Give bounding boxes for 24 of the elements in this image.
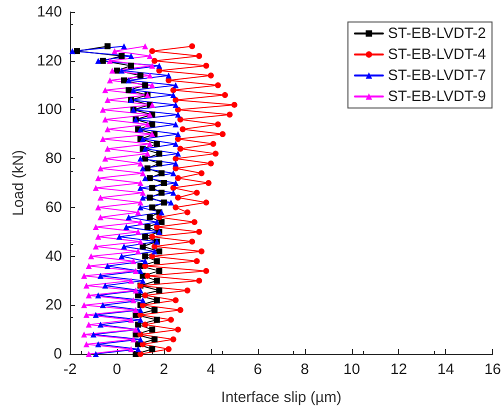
x-tick-label: 16 (484, 361, 501, 378)
y-tick-label: 0 (54, 346, 62, 362)
y-tick-label: 60 (45, 198, 62, 216)
x-tick-label: 2 (160, 361, 168, 378)
y-axis-title: Load (kN) (10, 150, 28, 216)
y-tick-label: 100 (36, 101, 62, 118)
legend-label: ST-EB-LVDT-2 (388, 25, 486, 42)
x-tick-label: 6 (254, 361, 262, 378)
legend-label: ST-EB-LVDT-9 (388, 88, 486, 105)
legend-label: ST-EB-LVDT-4 (388, 46, 486, 63)
x-tick-label: 4 (206, 361, 216, 378)
legend-label: ST-EB-LVDT-7 (388, 67, 486, 84)
x-axis-title: Interface slip (µm) (221, 389, 342, 406)
y-tick-label: 80 (45, 150, 62, 168)
x-tick-label: 12 (390, 361, 408, 378)
y-tick-label: 120 (36, 52, 62, 70)
x-tick-label: 8 (300, 361, 309, 378)
x-tick-label: 10 (343, 361, 360, 378)
y-tick-label: 40 (45, 248, 62, 265)
y-tick-label: 140 (36, 4, 62, 20)
x-tick-label: 0 (112, 361, 122, 378)
y-tick-label: 20 (45, 296, 62, 314)
x-tick-label: -2 (63, 361, 77, 378)
x-tick-label: 14 (437, 361, 454, 378)
